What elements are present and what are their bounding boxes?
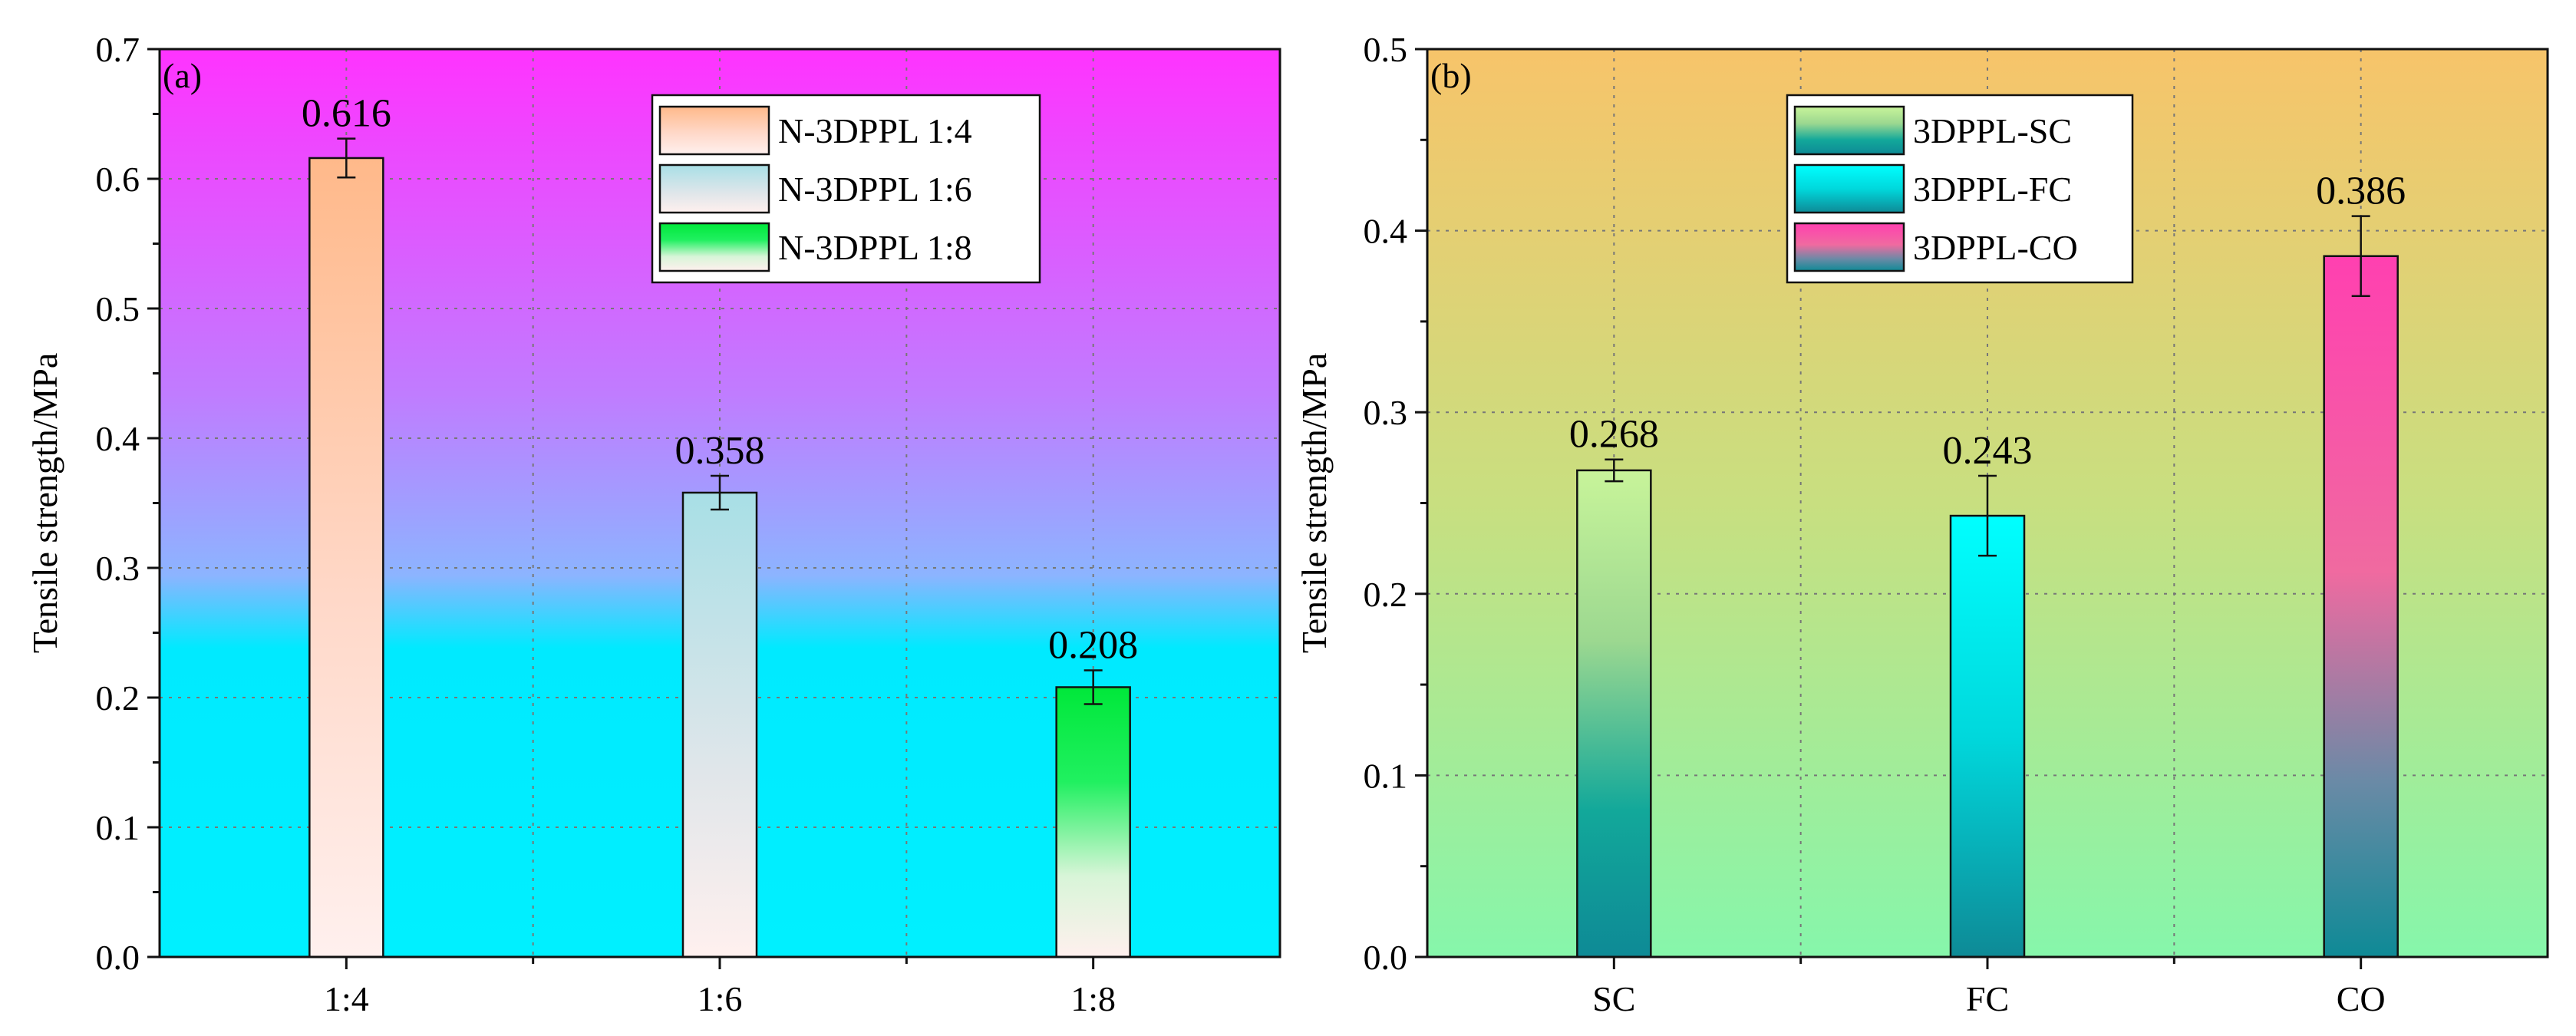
x-tick-label: 1:4 [324,979,369,1018]
legend-swatch [658,163,770,214]
data-label: 0.386 [2316,170,2406,213]
y-tick-label: 0.1 [96,808,140,847]
y-tick-label: 0.1 [1364,756,1408,795]
x-tick-label: SC [1592,979,1635,1018]
bar-SC [1576,469,1652,958]
legend-entry: N-3DPPL 1:8 [778,228,972,267]
x-tick-label: 1:8 [1070,979,1116,1018]
y-tick-label: 0.3 [1364,393,1408,432]
legend-swatch [1793,105,1905,156]
legend-swatch [658,105,770,156]
y-tick-label: 0.6 [96,160,140,199]
y-tick-label: 0.4 [96,419,140,458]
y-tick-label: 0.3 [96,549,140,588]
bar-CO [2323,255,2399,958]
y-tick-label: 0.2 [96,678,140,718]
y-tick-label: 0.2 [1364,575,1408,614]
data-label: 0.616 [302,92,391,136]
legend-entry: 3DPPL-SC [1913,111,2072,150]
chart-panel-a: 0.616 0.358 0.208 0.0 0.1 0.2 0.3 0.4 0.5 0.6 0.7 1… [25,30,1281,1018]
y-tick-label: 0.4 [1364,212,1408,251]
y-tick-label: 0.0 [1364,938,1408,977]
x-tick-label: 1:6 [698,979,743,1018]
legend-entry: 3DPPL-CO [1913,228,2078,267]
legend-entry: 3DPPL-FC [1913,170,2072,209]
legend-entry: N-3DPPL 1:6 [778,170,972,209]
y-axis-title: Tensile strength/MPa [25,353,64,654]
data-label: 0.268 [1569,413,1659,457]
chart-panel-b: 0.268 0.243 0.386 0.0 0.1 0.2 0.3 0.4 0.5 SC FC CO T… [1295,30,2549,1018]
data-label: 0.358 [675,429,765,473]
legend-swatch [1793,222,1905,272]
legend: N-3DPPL 1:4 N-3DPPL 1:6 N-3DPPL 1:8 [651,94,1041,284]
x-tick-label: CO [2337,979,2386,1018]
data-label: 0.208 [1048,624,1138,668]
legend-entry: N-3DPPL 1:4 [778,111,972,150]
panel-label: (b) [1430,56,1472,95]
bar-1:8 [1055,686,1131,958]
legend-swatch [1793,163,1905,214]
data-label: 0.243 [1943,429,2033,473]
bar-1:4 [308,157,384,958]
bar-1:6 [681,491,758,958]
legend-swatch [658,222,770,272]
y-tick-label: 0.5 [96,289,140,328]
y-tick-label: 0.0 [96,938,140,977]
y-tick-label: 0.5 [1364,30,1408,69]
y-tick-label: 0.7 [96,30,140,69]
bar-FC [1949,514,2026,958]
panel-label: (a) [163,56,202,95]
legend: 3DPPL-SC 3DPPL-FC 3DPPL-CO [1786,94,2134,284]
x-tick-label: FC [1966,979,2009,1018]
y-axis-title: Tensile strength/MPa [1295,353,1334,654]
